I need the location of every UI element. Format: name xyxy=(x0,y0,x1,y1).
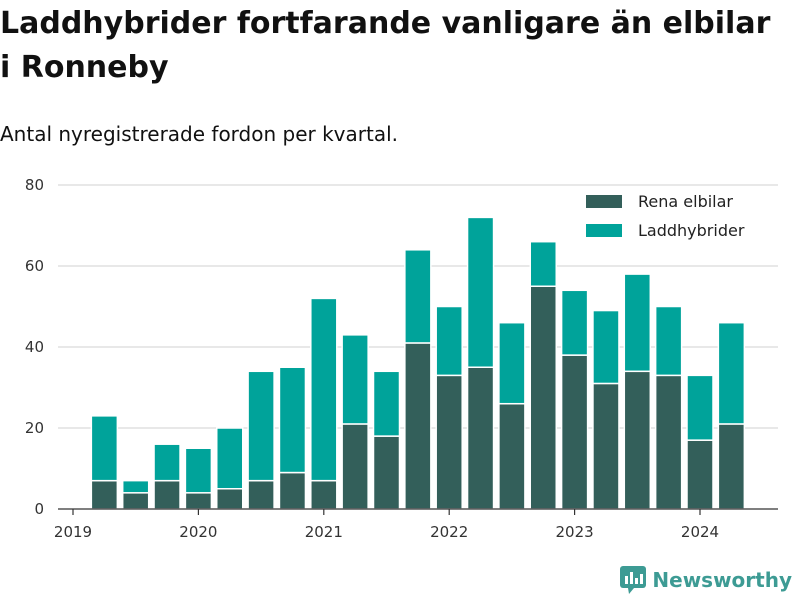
y-tick-label: 60 xyxy=(25,257,44,275)
y-tick-label: 0 xyxy=(34,500,44,518)
bar-rena-elbilar xyxy=(466,366,495,510)
bar-laddhybrider xyxy=(216,427,244,490)
bar-rena-elbilar xyxy=(247,479,275,510)
y-tick-label: 40 xyxy=(25,338,44,356)
bar-rena-elbilar xyxy=(686,439,714,510)
bar-rena-elbilar xyxy=(216,488,244,510)
bar-rena-elbilar xyxy=(153,479,181,510)
newsworthy-logo: Newsworthy xyxy=(620,566,792,594)
bar-laddhybrider xyxy=(278,366,307,474)
legend-label-rena-elbilar: Rena elbilar xyxy=(638,192,733,211)
legend-label-laddhybrider: Laddhybrider xyxy=(638,221,745,240)
x-tick-label: 2024 xyxy=(681,523,719,541)
bar-rena-elbilar xyxy=(498,402,526,510)
bar-laddhybrider xyxy=(435,305,463,377)
x-tick-label: 2019 xyxy=(54,523,92,541)
bar-laddhybrider xyxy=(686,374,714,441)
bar-laddhybrider xyxy=(717,321,746,425)
x-tick-label: 2022 xyxy=(430,523,468,541)
bar-rena-elbilar xyxy=(90,479,119,510)
bar-rena-elbilar xyxy=(121,492,150,510)
bar-laddhybrider xyxy=(372,370,401,437)
chart-subtitle: Antal nyregistrerade fordon per kvartal. xyxy=(0,122,399,146)
legend: Rena elbilar Laddhybrider xyxy=(586,192,745,240)
bar-laddhybrider xyxy=(498,321,526,405)
newsworthy-logo-icon xyxy=(620,566,647,594)
bar-laddhybrider xyxy=(310,297,338,482)
bars xyxy=(90,216,746,510)
bar-rena-elbilar xyxy=(278,471,307,510)
x-tick-label: 2021 xyxy=(305,523,343,541)
bar-rena-elbilar xyxy=(529,285,557,510)
bar-laddhybrider xyxy=(529,240,557,287)
bar-rena-elbilar xyxy=(592,382,620,510)
x-tick-label: 2023 xyxy=(556,523,594,541)
bar-rena-elbilar xyxy=(341,423,369,510)
newsworthy-logo-text: Newsworthy xyxy=(652,568,792,592)
bar-rena-elbilar xyxy=(404,342,432,510)
bar-laddhybrider xyxy=(404,249,432,344)
bar-laddhybrider xyxy=(184,447,213,494)
bar-laddhybrider xyxy=(592,309,620,385)
legend-swatch-rena-elbilar xyxy=(586,195,622,208)
y-tick-label: 80 xyxy=(25,176,44,194)
x-tick-label: 2020 xyxy=(179,523,217,541)
bar-laddhybrider xyxy=(247,370,275,482)
bar-rena-elbilar xyxy=(654,374,683,510)
bar-laddhybrider xyxy=(560,289,589,356)
bar-laddhybrider xyxy=(341,334,369,425)
bar-rena-elbilar xyxy=(717,423,746,510)
y-tick-label: 20 xyxy=(25,419,44,437)
bar-rena-elbilar xyxy=(372,435,401,510)
bar-rena-elbilar xyxy=(435,374,463,510)
legend-swatch-laddhybrider xyxy=(586,224,622,237)
chart-title: Laddhybrider fortfarande vanligare än el… xyxy=(0,6,771,85)
bar-rena-elbilar xyxy=(310,479,338,510)
bar-laddhybrider xyxy=(466,216,495,368)
bar-rena-elbilar xyxy=(184,492,213,510)
bar-rena-elbilar xyxy=(623,370,652,510)
bar-laddhybrider xyxy=(654,305,683,377)
bar-rena-elbilar xyxy=(560,354,589,510)
bar-laddhybrider xyxy=(90,415,119,482)
axes: 0 20 40 60 80 2019 2020 2021 2022 2023 2024 xyxy=(25,176,778,541)
bar-laddhybrider xyxy=(623,273,652,373)
bar-laddhybrider xyxy=(121,479,150,494)
bar-laddhybrider xyxy=(153,443,181,482)
